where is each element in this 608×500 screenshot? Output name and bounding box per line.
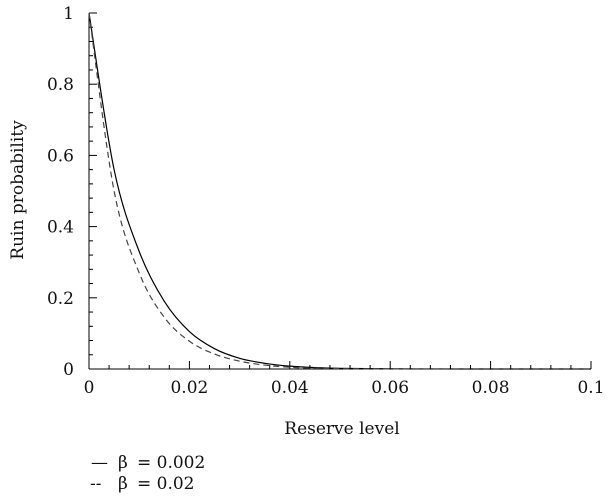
y-tick-label: 0.8 [47, 75, 74, 95]
x-tick-label: 0.08 [472, 378, 510, 398]
legend: — β = 0.002 -- β = 0.02 [90, 453, 205, 494]
axes [88, 13, 591, 370]
x-tick-label: 0.04 [271, 378, 309, 398]
legend-symbol-dashed: -- [90, 474, 102, 494]
y-axis-ticks: 0 0.2 0.4 0.6 0.8 1 [47, 4, 97, 380]
x-tick-label: 0.1 [577, 378, 604, 398]
legend-entry-series-2: -- β = 0.02 [90, 474, 195, 494]
x-tick-label: 0 [84, 378, 95, 398]
y-tick-label: 0 [63, 360, 74, 380]
x-axis-ticks: 0 0.02 0.04 0.06 0.08 0.1 [84, 361, 605, 398]
series-line-2 [88, 12, 591, 370]
y-tick-label: 0.6 [47, 146, 74, 166]
y-tick-label: 0.2 [47, 289, 74, 309]
x-tick-label: 0.06 [371, 378, 409, 398]
series-line-1 [88, 12, 591, 370]
y-axis-title: Ruin probability [8, 120, 28, 260]
legend-symbol-solid: — [91, 453, 108, 473]
x-tick-label: 0.02 [170, 378, 208, 398]
y-tick-label: 0.4 [47, 218, 74, 238]
legend-entry-series-1: — β = 0.002 [91, 453, 205, 473]
legend-value: = 0.002 [137, 453, 205, 473]
series-lines [88, 12, 591, 370]
x-axis-title: Reserve level [284, 419, 399, 439]
y-tick-label: 1 [63, 4, 74, 24]
legend-greek: β [118, 474, 128, 494]
legend-greek: β [118, 453, 128, 473]
legend-value: = 0.02 [137, 474, 195, 494]
